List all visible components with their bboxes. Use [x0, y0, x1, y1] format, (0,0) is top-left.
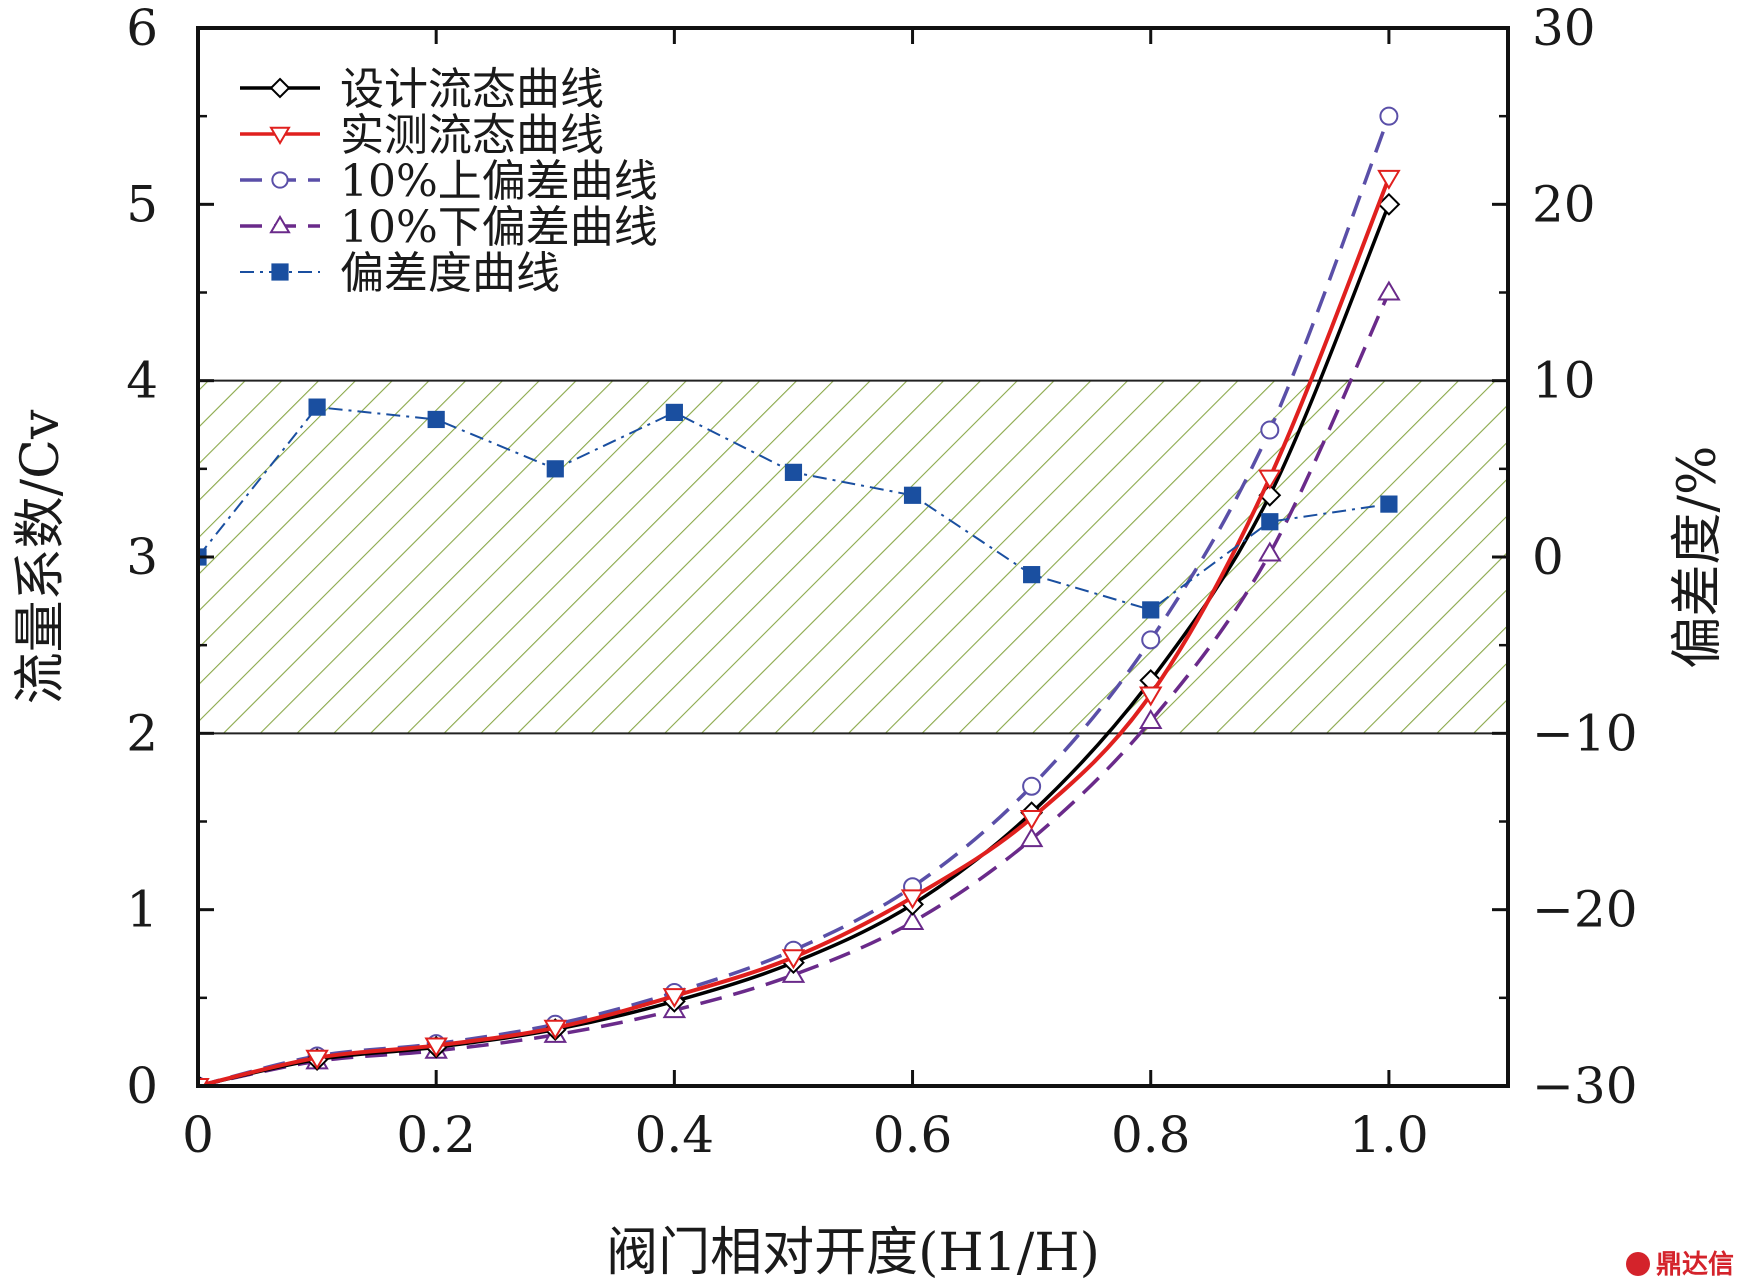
y-tick-label: 3 [126, 528, 158, 586]
data-point [1019, 809, 1044, 830]
legend-item: 实测流态曲线 [240, 110, 604, 161]
y-tick-label: 1 [126, 881, 158, 939]
data-point [900, 889, 925, 910]
data-point [424, 1037, 448, 1058]
data-point [1377, 192, 1401, 216]
legend-marker [269, 77, 291, 99]
legend-marker [271, 263, 289, 281]
x-tick-label: 1.0 [1349, 1106, 1429, 1164]
x-tick-label: 0 [182, 1106, 214, 1164]
y-tick-label: 2 [126, 704, 158, 762]
x-tick-label: 0.4 [635, 1106, 715, 1164]
y-tick-label: 0 [126, 1057, 158, 1115]
y2-tick-label: 30 [1532, 0, 1596, 57]
x-axis-title: 阀门相对开度(H1/H) [606, 1223, 1100, 1283]
data-point [1260, 420, 1280, 440]
series-line [198, 115, 1391, 1086]
y2-tick-label: 10 [1532, 352, 1596, 410]
data-point [546, 460, 564, 478]
data-point [427, 410, 445, 429]
legend-label: 设计流态曲线 [340, 64, 604, 115]
series-1 [198, 169, 1401, 1086]
data-point [1022, 776, 1042, 796]
legend-label: 偏差度曲线 [340, 248, 560, 299]
data-point [1142, 601, 1160, 619]
data-point [1019, 827, 1044, 848]
y2-tick-label: 0 [1532, 528, 1564, 586]
x-tick-label: 0.2 [396, 1106, 476, 1164]
legend-marker [269, 126, 291, 145]
watermark-logo-icon [1626, 1252, 1650, 1276]
data-point [543, 1019, 568, 1040]
data-point [784, 463, 803, 481]
data-point [308, 398, 326, 416]
data-point [1258, 541, 1282, 562]
series-line [198, 291, 1391, 1086]
series-line [198, 177, 1391, 1086]
x-tick-label: 0.6 [873, 1106, 953, 1164]
data-point [305, 1049, 329, 1070]
legend-item: 设计流态曲线 [240, 64, 604, 115]
data-point [900, 910, 925, 931]
data-point [1141, 630, 1161, 650]
data-point [665, 403, 683, 422]
data-point [1380, 495, 1398, 513]
y2-tick-label: 20 [1532, 175, 1596, 233]
legend-item: 偏差度曲线 [240, 248, 560, 299]
legend-label: 10%下偏差曲线 [340, 202, 658, 253]
data-point [1377, 169, 1401, 190]
y2-tick-label: −30 [1532, 1057, 1638, 1115]
watermark: 鼎达信 [1626, 1250, 1734, 1280]
legend-label: 实测流态曲线 [340, 110, 604, 161]
legend-item: 10%下偏差曲线 [240, 202, 658, 253]
legend-label: 10%上偏差曲线 [340, 156, 658, 207]
legend-marker [271, 171, 289, 189]
y-tick-label: 6 [126, 0, 158, 57]
data-point [662, 988, 687, 1009]
data-point [1138, 709, 1163, 729]
data-point [781, 949, 806, 970]
data-point [1379, 106, 1399, 126]
y2-tick-label: −10 [1532, 704, 1638, 762]
data-point [1023, 566, 1041, 584]
y2-axis-title: 偏差度/% [1668, 446, 1728, 669]
hatched-band [198, 380, 1508, 734]
y-tick-label: 5 [126, 175, 158, 233]
legend-marker [269, 215, 291, 234]
data-point [1261, 513, 1279, 531]
ticks-layer: 0 0.2 0.4 0.6 0.8 1.0 0 1 2 3 4 5 6 −30 −20 −10 0 10 20 30 [126, 0, 1637, 1164]
data-point [1258, 469, 1282, 490]
y2-tick-label: −20 [1532, 881, 1638, 939]
data-point [903, 486, 922, 504]
y-tick-label: 4 [126, 352, 158, 410]
data-point [1377, 280, 1401, 301]
watermark-text: 鼎达信 [1656, 1250, 1734, 1280]
data-point [1138, 686, 1163, 707]
y-axis-title: 流量系数/Cv [11, 409, 71, 704]
x-tick-label: 0.8 [1111, 1106, 1191, 1164]
legend-item: 10%上偏差曲线 [240, 156, 658, 207]
series-layer [198, 106, 1401, 1086]
